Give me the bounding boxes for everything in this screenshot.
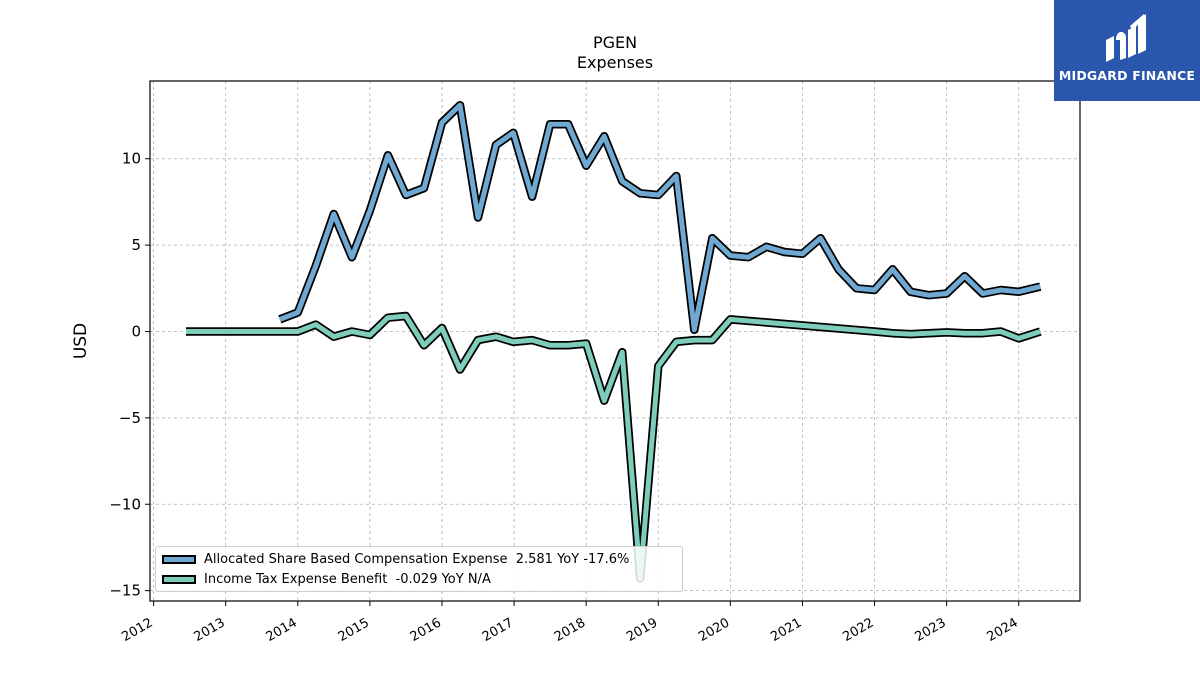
x-tick-label: 2013 <box>192 615 228 645</box>
series-line-outline <box>186 311 1042 583</box>
x-tick-label: 2012 <box>119 615 155 645</box>
x-tick-label: 2023 <box>912 615 948 645</box>
series-line-compensation <box>278 102 1041 333</box>
x-tick-label: 2021 <box>768 615 804 645</box>
x-tick-label: 2016 <box>408 615 444 645</box>
y-axis-label: USD <box>71 323 91 359</box>
x-tick-label: 2019 <box>624 615 660 645</box>
x-tick-label: 2014 <box>264 615 300 645</box>
x-tick-label: 2022 <box>840 615 876 645</box>
legend-item: Allocated Share Based Compensation Expen… <box>162 549 676 569</box>
x-tick-label: 2024 <box>985 615 1021 645</box>
chart-subtitle: Expenses <box>576 53 654 72</box>
logo-text: MIDGARD FINANCE <box>1058 68 1196 83</box>
legend-swatch-income-tax <box>162 574 196 584</box>
y-tick-label: −15 <box>109 582 141 600</box>
x-tick-label: 2017 <box>480 615 516 645</box>
y-tick-label: 0 <box>131 322 141 340</box>
legend-swatch-compensation <box>162 554 196 564</box>
y-tick-label: 5 <box>131 236 141 254</box>
legend-item: Income Tax Expense Benefit -0.029 YoY N/… <box>162 569 676 589</box>
chart-legend: Allocated Share Based Compensation Expen… <box>155 546 683 592</box>
y-tick-label: −5 <box>119 409 141 427</box>
legend-label-income-tax: Income Tax Expense Benefit -0.029 YoY N/… <box>204 571 491 587</box>
x-tick-label: 2015 <box>336 615 372 645</box>
chart-title-block: PGEN Expenses <box>515 33 715 73</box>
plot-frame <box>149 80 1081 602</box>
y-tick-label: −10 <box>109 495 141 513</box>
x-tick-label: 2018 <box>552 615 588 645</box>
legend-label-compensation: Allocated Share Based Compensation Expen… <box>204 551 630 567</box>
logo-mark-icon <box>1106 14 1146 62</box>
midgard-finance-logo: MIDGARD FINANCE <box>1054 0 1200 101</box>
chart-title: PGEN <box>592 33 638 52</box>
x-tick-label: 2020 <box>696 615 732 645</box>
series-line-income-tax <box>186 313 1042 581</box>
y-tick-label: 10 <box>122 150 141 168</box>
series-layer <box>186 100 1042 583</box>
